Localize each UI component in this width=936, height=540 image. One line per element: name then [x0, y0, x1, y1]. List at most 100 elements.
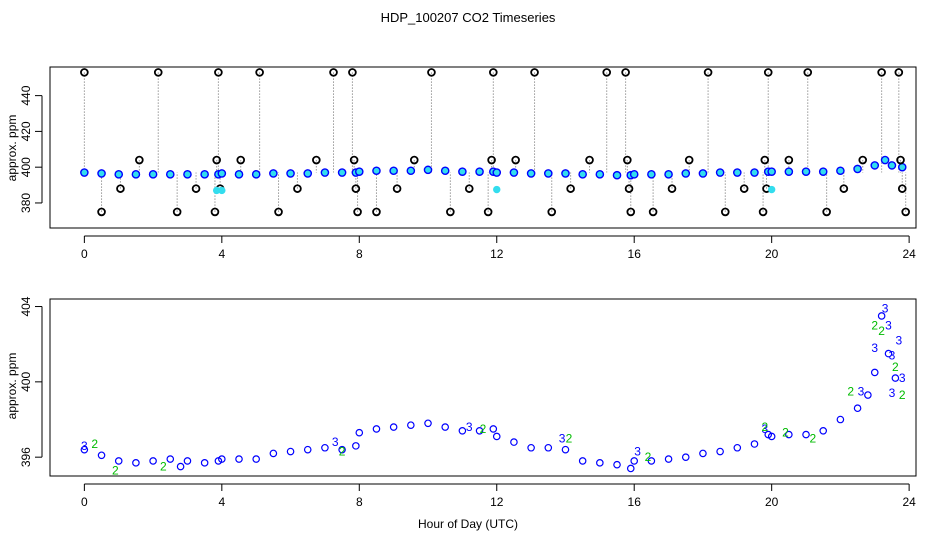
top-flag-point [348, 68, 357, 77]
bottom-label-3-marker: 3 [81, 439, 88, 453]
top-x-tick-label: 20 [765, 247, 779, 261]
bottom-main-point [407, 421, 415, 429]
top-baseline-point [269, 169, 278, 178]
top-baseline-point [337, 168, 347, 177]
top-flag-point [839, 184, 849, 193]
top-baseline-point [543, 169, 553, 178]
bottom-label-3-marker: 3 [332, 435, 339, 449]
top-baseline-point [698, 169, 708, 178]
top-baseline-point [818, 167, 828, 176]
bottom-label-3-marker: 3 [559, 431, 566, 445]
top-data-marks [80, 68, 910, 217]
bottom-label-2-marker: 2 [112, 463, 119, 477]
bottom-main-point [510, 438, 518, 446]
top-y-tick-label: 400 [19, 157, 33, 177]
top-flag-point [667, 184, 677, 193]
top-flag-point [274, 207, 283, 217]
top-highlight-point [493, 185, 501, 194]
top-x-tick-label: 8 [356, 247, 363, 261]
top-flag-point [153, 68, 163, 77]
bottom-main-point [750, 440, 759, 448]
top-flag-point [858, 155, 868, 165]
bottom-main-point [767, 432, 776, 441]
bottom-main-point [870, 368, 879, 377]
top-flag-point [720, 207, 730, 217]
bottom-label-2-marker: 2 [339, 445, 346, 459]
top-baseline-point [406, 166, 416, 176]
bottom-label-3-marker: 3 [858, 384, 865, 398]
top-panel: 0 4 8 12 16 20 24 380 400 420 440 approx. ppm [5, 66, 917, 261]
bottom-main-point [544, 443, 553, 452]
bottom-main-point [699, 449, 707, 458]
bottom-main-point [527, 443, 535, 452]
top-baseline-point [733, 168, 742, 177]
bottom-y-tick-label: 400 [19, 372, 33, 392]
bottom-main-point [352, 442, 360, 450]
bottom-label-2-marker: 2 [480, 422, 487, 436]
top-flag-point [464, 184, 474, 193]
top-plot-frame [49, 66, 917, 229]
bottom-x-tick-label: 4 [218, 495, 225, 509]
top-baseline-point [234, 170, 244, 179]
bottom-main-point [891, 374, 900, 382]
top-baseline-point [870, 161, 880, 170]
bottom-main-point [235, 455, 243, 463]
top-baseline-point [97, 169, 106, 178]
top-flag-point [739, 184, 749, 193]
top-baseline-point [681, 169, 691, 178]
bottom-main-point [132, 459, 140, 467]
bottom-x-axis: 0 4 8 12 16 20 24 [81, 483, 916, 509]
top-baseline-point [165, 170, 175, 179]
top-flag-point [877, 68, 886, 77]
top-flag-point [784, 155, 794, 165]
top-baseline-point [595, 170, 605, 179]
bottom-label-3-marker: 3 [889, 386, 896, 400]
top-baseline-point [200, 170, 209, 179]
bottom-y-tick-label: 396 [19, 447, 33, 467]
top-x-tick-label: 0 [81, 247, 88, 261]
bottom-label-3-marker: 3 [889, 348, 896, 362]
bottom-x-tick-label: 24 [902, 495, 916, 509]
bottom-label-2-marker: 2 [878, 324, 885, 338]
top-baseline-point [131, 170, 141, 179]
bottom-label-2-marker: 2 [871, 318, 878, 332]
bottom-main-point [176, 462, 185, 471]
top-baseline-point [183, 170, 192, 179]
bottom-main-point [441, 423, 449, 431]
bottom-main-point [853, 404, 862, 413]
top-flag-point [585, 155, 594, 165]
top-flag-point [894, 68, 904, 77]
bottom-main-point [489, 425, 498, 433]
top-flag-point [255, 68, 264, 77]
top-baseline-point [750, 168, 759, 177]
bottom-main-point [269, 449, 278, 458]
bottom-main-point [355, 428, 364, 437]
top-flag-point [236, 155, 246, 165]
top-flag-point [547, 207, 557, 217]
top-baseline-point [509, 168, 519, 177]
top-baseline-point [578, 170, 587, 179]
top-baseline-point [458, 167, 467, 176]
top-flag-point [896, 155, 905, 165]
top-x-tick-label: 12 [490, 247, 504, 261]
top-x-tick-label: 4 [218, 247, 225, 261]
bottom-main-point [630, 457, 639, 465]
bottom-label-3-marker: 3 [466, 420, 473, 434]
bottom-label-3-marker: 3 [885, 318, 892, 332]
top-flag-point [566, 184, 575, 193]
top-flag-point [822, 207, 831, 217]
top-flag-point [602, 68, 612, 77]
bottom-main-point [877, 312, 886, 320]
bottom-y-tick-label: 404 [19, 296, 33, 316]
bottom-main-point [884, 349, 893, 358]
top-baseline-point [148, 170, 158, 179]
bottom-main-point [338, 445, 346, 454]
bottom-main-point [286, 447, 295, 456]
top-flag-point [172, 207, 182, 217]
bottom-x-tick-label: 8 [356, 495, 363, 509]
bottom-main-point [166, 455, 175, 463]
bottom-label-2-marker: 2 [810, 431, 817, 445]
top-flag-point [901, 207, 910, 217]
bottom-main-point [836, 415, 845, 424]
bottom-main-point [716, 447, 724, 456]
